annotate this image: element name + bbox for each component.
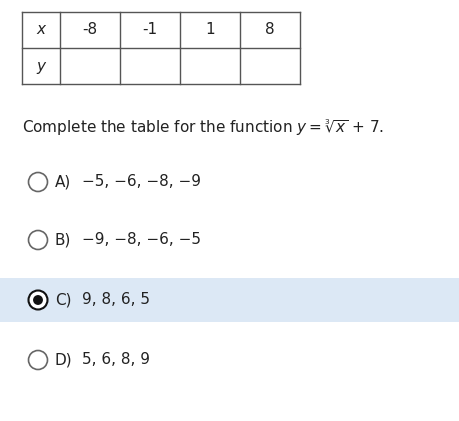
Text: 5, 6, 8, 9: 5, 6, 8, 9 bbox=[82, 352, 150, 368]
Text: Complete the table for the function $y = \sqrt[3]{x}$ + 7.: Complete the table for the function $y =… bbox=[22, 118, 383, 138]
Circle shape bbox=[28, 231, 47, 250]
Text: A): A) bbox=[55, 174, 71, 189]
Text: C): C) bbox=[55, 293, 71, 307]
FancyBboxPatch shape bbox=[0, 278, 459, 322]
Text: -1: -1 bbox=[142, 22, 157, 37]
Circle shape bbox=[33, 295, 43, 305]
Text: 1: 1 bbox=[205, 22, 214, 37]
Circle shape bbox=[28, 290, 47, 309]
Text: B): B) bbox=[55, 232, 71, 248]
Circle shape bbox=[28, 173, 47, 192]
Text: D): D) bbox=[55, 352, 73, 368]
Text: -8: -8 bbox=[82, 22, 97, 37]
Text: −5, −6, −8, −9: −5, −6, −8, −9 bbox=[82, 174, 201, 189]
Text: −9, −8, −6, −5: −9, −8, −6, −5 bbox=[82, 232, 201, 248]
Circle shape bbox=[28, 351, 47, 370]
Text: 8: 8 bbox=[264, 22, 274, 37]
Text: 9, 8, 6, 5: 9, 8, 6, 5 bbox=[82, 293, 150, 307]
Text: x: x bbox=[36, 22, 45, 37]
Text: y: y bbox=[36, 59, 45, 74]
